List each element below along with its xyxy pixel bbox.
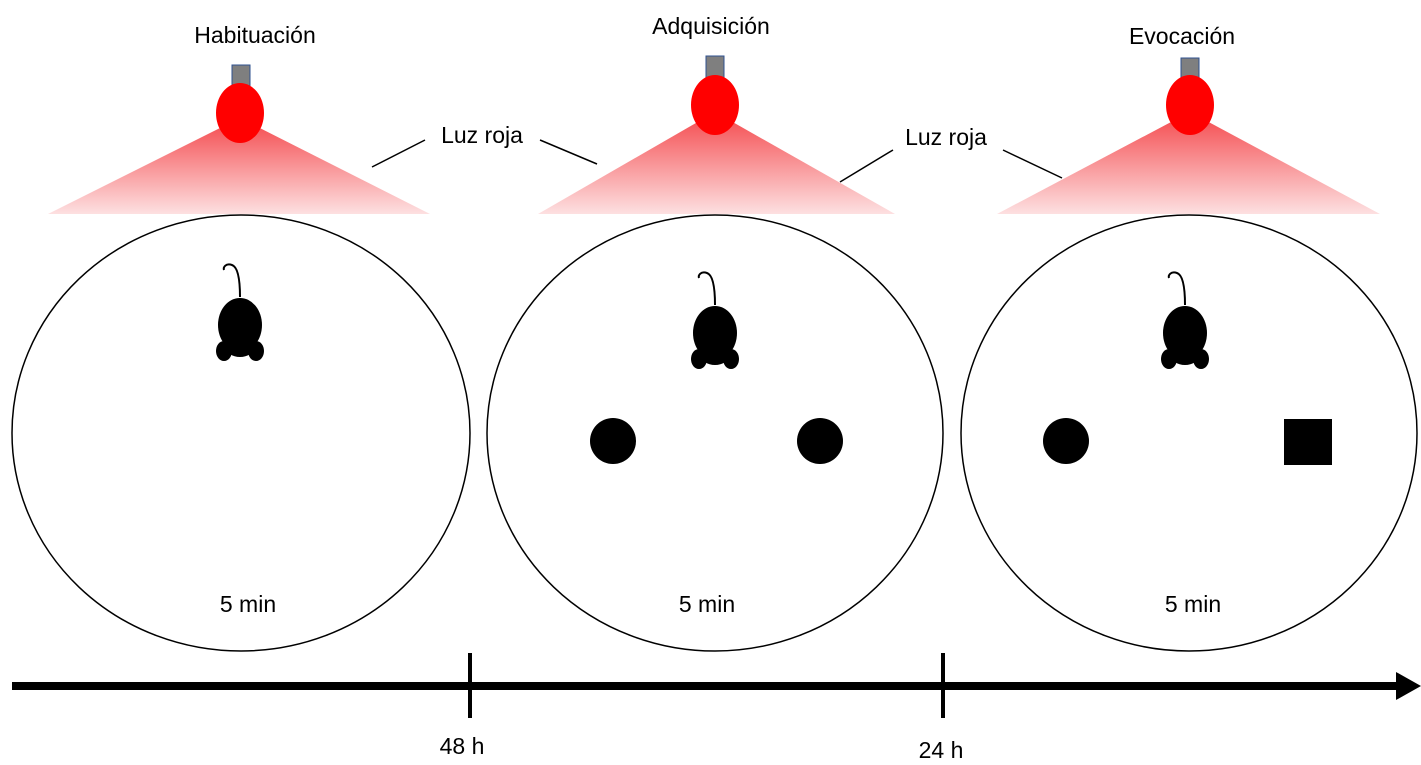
mouse xyxy=(691,272,739,369)
light-label: Luz roja xyxy=(905,124,987,150)
stage-title: Adquisición xyxy=(652,13,770,39)
object-circle xyxy=(797,418,843,464)
object-circle xyxy=(590,418,636,464)
lamp-base xyxy=(706,56,724,78)
object-square xyxy=(1284,419,1332,465)
object-circle xyxy=(1043,418,1089,464)
timeline-arrowhead xyxy=(1396,672,1421,700)
timeline: 48 h 24 h xyxy=(12,653,1421,763)
light-label: Luz roja xyxy=(441,122,523,148)
light-label-2: Luz roja xyxy=(840,124,1062,182)
leader-line xyxy=(840,150,893,182)
interval-label: 24 h xyxy=(919,737,964,763)
stage-duration: 5 min xyxy=(220,591,276,617)
lamp xyxy=(691,75,739,135)
stage-title: Habituación xyxy=(194,22,315,48)
leader-line xyxy=(1003,150,1062,178)
interval-label: 48 h xyxy=(440,733,485,759)
stage-duration: 5 min xyxy=(1165,591,1221,617)
stage-acquisition: Adquisición 5 min xyxy=(487,13,943,651)
stage-habituation: Habituación 5 min xyxy=(12,22,470,651)
arena xyxy=(961,215,1417,651)
stage-duration: 5 min xyxy=(679,591,735,617)
leader-line xyxy=(372,140,425,167)
leader-line xyxy=(540,140,597,164)
stage-title: Evocación xyxy=(1129,23,1235,49)
mouse xyxy=(216,264,264,361)
arena xyxy=(12,215,470,651)
diagram: Habituación 5 min Adquisición 5 min Evoc… xyxy=(0,0,1421,765)
light-label-1: Luz roja xyxy=(372,122,597,167)
lamp xyxy=(1166,75,1214,135)
arena xyxy=(487,215,943,651)
stage-evocation: Evocación 5 min xyxy=(961,23,1417,651)
mouse xyxy=(1161,272,1209,369)
lamp xyxy=(216,83,264,143)
